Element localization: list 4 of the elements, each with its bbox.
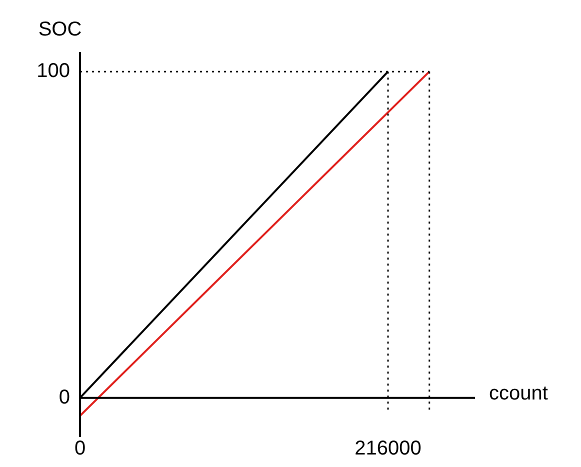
x-tick-label: 216000 [354,438,422,460]
x-axis-title: ccount [489,382,548,404]
y-axis-title: SOC [38,18,82,41]
y-tick-label: 100 [36,60,70,82]
